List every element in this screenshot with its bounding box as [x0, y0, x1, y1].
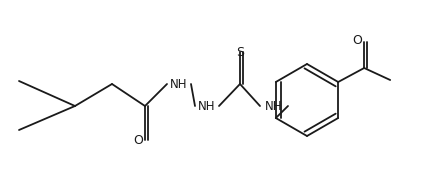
Text: NH: NH [170, 77, 188, 90]
Text: O: O [133, 135, 143, 148]
Text: S: S [236, 46, 244, 59]
Text: NH: NH [265, 100, 283, 112]
Text: NH: NH [198, 100, 216, 112]
Text: O: O [352, 35, 362, 48]
